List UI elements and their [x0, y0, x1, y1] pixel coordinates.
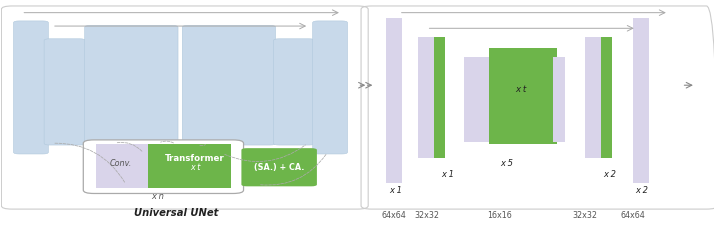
FancyBboxPatch shape [84, 26, 178, 145]
Bar [586, 38, 601, 158]
Bar [148, 145, 231, 188]
Bar [553, 58, 565, 142]
Text: 64x64: 64x64 [621, 210, 646, 219]
Text: x 1: x 1 [390, 185, 403, 194]
Text: x 2: x 2 [635, 185, 649, 194]
Text: x 1: x 1 [442, 169, 455, 178]
FancyBboxPatch shape [44, 40, 85, 145]
Bar [96, 145, 148, 188]
FancyBboxPatch shape [83, 140, 244, 194]
Text: 64x64: 64x64 [381, 210, 406, 219]
FancyBboxPatch shape [182, 26, 275, 145]
Bar [464, 58, 489, 142]
FancyBboxPatch shape [242, 148, 317, 187]
Text: Transformer: Transformer [165, 154, 225, 162]
Bar [418, 38, 434, 158]
Text: 32x32: 32x32 [573, 210, 598, 219]
Text: Universal UNet: Universal UNet [134, 207, 218, 218]
Text: x t: x t [516, 85, 527, 94]
Text: x n: x n [152, 191, 164, 200]
Text: (SA.) + CA.: (SA.) + CA. [254, 162, 305, 171]
Bar [633, 19, 649, 184]
Bar [489, 49, 557, 145]
Bar [434, 38, 445, 158]
Text: x t: x t [190, 162, 200, 171]
Bar [601, 38, 613, 158]
FancyBboxPatch shape [14, 22, 49, 154]
Text: x 2: x 2 [603, 169, 616, 178]
Bar [386, 19, 402, 184]
Text: Conv.: Conv. [109, 158, 132, 167]
FancyBboxPatch shape [312, 22, 347, 154]
Text: 32x32: 32x32 [414, 210, 439, 219]
Text: 16x16: 16x16 [488, 210, 513, 219]
FancyBboxPatch shape [273, 40, 315, 145]
Text: x 5: x 5 [500, 158, 513, 167]
